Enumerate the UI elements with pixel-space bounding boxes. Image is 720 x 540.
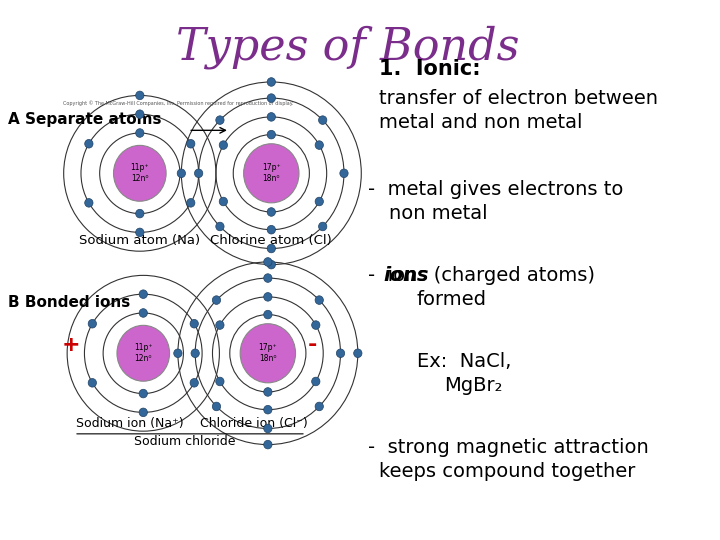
Ellipse shape [267, 94, 276, 103]
Ellipse shape [139, 389, 148, 398]
Text: B Bonded ions: B Bonded ions [9, 295, 130, 310]
Text: +: + [61, 335, 80, 355]
Ellipse shape [117, 325, 170, 381]
Ellipse shape [264, 388, 272, 396]
Ellipse shape [318, 222, 327, 231]
Text: keeps compound together: keeps compound together [379, 462, 635, 481]
Ellipse shape [212, 296, 220, 305]
Ellipse shape [135, 210, 144, 218]
Ellipse shape [191, 349, 199, 357]
Ellipse shape [240, 323, 295, 383]
Ellipse shape [318, 116, 327, 124]
Ellipse shape [216, 321, 224, 329]
Text: transfer of electron between: transfer of electron between [379, 89, 657, 107]
Ellipse shape [135, 110, 144, 118]
Text: 11p⁺
12n⁰: 11p⁺ 12n⁰ [134, 343, 153, 363]
Text: Sodium ion (Na⁺): Sodium ion (Na⁺) [76, 416, 184, 430]
Ellipse shape [340, 169, 348, 178]
Ellipse shape [135, 129, 144, 137]
Ellipse shape [190, 379, 199, 387]
Ellipse shape [264, 406, 272, 414]
Ellipse shape [312, 377, 320, 386]
Ellipse shape [216, 222, 224, 231]
Text: Chlorine atom (Cl): Chlorine atom (Cl) [210, 234, 332, 247]
Text: -  metal gives electrons to: - metal gives electrons to [368, 180, 624, 199]
Ellipse shape [267, 113, 276, 121]
Text: 11p⁺
12n⁰: 11p⁺ 12n⁰ [130, 163, 149, 184]
Text: metal and non metal: metal and non metal [379, 113, 582, 132]
Ellipse shape [264, 274, 272, 282]
Ellipse shape [243, 144, 299, 203]
Ellipse shape [85, 139, 93, 148]
Ellipse shape [264, 293, 272, 301]
Ellipse shape [267, 78, 276, 86]
Ellipse shape [264, 424, 272, 433]
Ellipse shape [216, 116, 224, 124]
Ellipse shape [219, 197, 228, 206]
Ellipse shape [212, 402, 220, 411]
Text: 17p⁺
18n⁰: 17p⁺ 18n⁰ [258, 343, 277, 363]
Ellipse shape [219, 141, 228, 150]
Ellipse shape [139, 309, 148, 318]
Ellipse shape [354, 349, 362, 357]
Text: Types of Bonds: Types of Bonds [176, 25, 519, 69]
Ellipse shape [190, 320, 199, 328]
Text: ions: ions [384, 266, 429, 285]
Ellipse shape [312, 321, 320, 329]
Ellipse shape [177, 169, 186, 178]
Ellipse shape [315, 296, 323, 305]
Ellipse shape [315, 141, 323, 150]
Ellipse shape [85, 199, 93, 207]
Ellipse shape [267, 208, 276, 217]
Ellipse shape [267, 225, 276, 234]
Ellipse shape [264, 258, 272, 266]
Ellipse shape [174, 349, 182, 357]
Ellipse shape [216, 377, 224, 386]
Ellipse shape [135, 91, 144, 100]
Ellipse shape [267, 260, 276, 269]
Text: Copyright © The McGraw-Hill Companies, Inc. Permission required for reproduction: Copyright © The McGraw-Hill Companies, I… [63, 100, 293, 106]
Text: Sodium atom (Na): Sodium atom (Na) [79, 234, 200, 247]
Text: MgBr₂: MgBr₂ [444, 376, 503, 395]
Ellipse shape [114, 145, 166, 201]
Text: -  ions (charged atoms): - ions (charged atoms) [368, 266, 595, 285]
Ellipse shape [267, 130, 276, 139]
Ellipse shape [88, 320, 96, 328]
Ellipse shape [264, 310, 272, 319]
Text: non metal: non metal [389, 204, 487, 223]
Ellipse shape [264, 440, 272, 449]
Ellipse shape [139, 408, 148, 417]
Text: 17p⁺
18n⁰: 17p⁺ 18n⁰ [262, 163, 281, 184]
Ellipse shape [139, 290, 148, 299]
Ellipse shape [186, 199, 195, 207]
Ellipse shape [315, 402, 323, 411]
Text: formed: formed [417, 290, 487, 309]
Ellipse shape [315, 197, 323, 206]
Text: Ex:  NaCl,: Ex: NaCl, [417, 352, 511, 371]
Text: -: - [308, 335, 318, 355]
Text: 1.  Ionic:: 1. Ionic: [379, 58, 480, 78]
Ellipse shape [194, 169, 203, 178]
Text: Sodium chloride: Sodium chloride [134, 435, 235, 448]
Ellipse shape [267, 244, 276, 253]
Ellipse shape [186, 139, 195, 148]
Ellipse shape [336, 349, 345, 357]
Text: Chloride ion (Cl⁻): Chloride ion (Cl⁻) [200, 416, 308, 430]
Text: A Separate atoms: A Separate atoms [9, 112, 162, 127]
Text: -  strong magnetic attraction: - strong magnetic attraction [368, 438, 649, 457]
Ellipse shape [135, 228, 144, 237]
Ellipse shape [88, 379, 96, 387]
